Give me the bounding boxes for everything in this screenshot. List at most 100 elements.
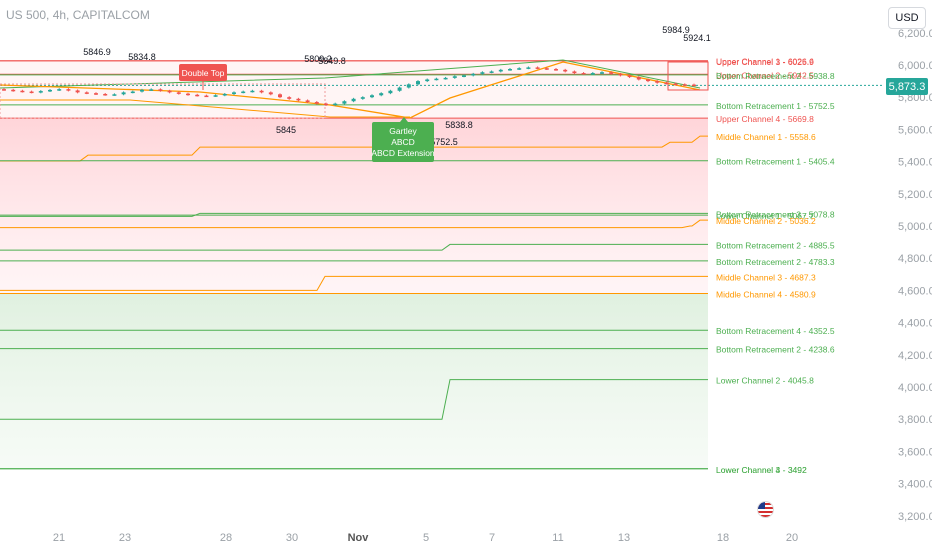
price-tick-9: 4,400.0	[898, 318, 932, 330]
candle-69	[636, 77, 641, 80]
candle-45	[416, 81, 420, 85]
candle-67	[618, 73, 623, 76]
candle-6	[57, 89, 62, 91]
candle-37	[342, 101, 347, 104]
candle-64	[590, 73, 595, 75]
level-label-10: Middle Channel 2 - 5036.2	[716, 216, 816, 226]
candle-28	[259, 90, 264, 93]
swing-label-1: 5834.8	[128, 52, 156, 62]
pattern-line	[0, 61, 701, 119]
time-tick-6: 7	[489, 532, 495, 544]
candle-11	[103, 93, 108, 96]
candle-39	[360, 97, 365, 99]
candle-40	[370, 95, 374, 98]
level-label-9: Lower Channel 1 - 5067.7	[716, 211, 814, 221]
candle-49	[452, 76, 457, 78]
candle-42	[388, 90, 393, 94]
candle-34	[314, 102, 319, 104]
candle-53	[489, 71, 494, 73]
price-tick-14: 3,400.0	[898, 479, 932, 491]
price-tick-5: 5,200.0	[898, 189, 932, 201]
level-label-4: Bottom Retracement 1 - 5752.5	[716, 101, 835, 111]
candle-23	[213, 95, 218, 97]
swing-label-2: 5809.2	[304, 54, 332, 64]
level-label-1: Upper Channel 3 - 6025.9	[716, 57, 814, 67]
candle-48	[443, 77, 448, 80]
candle-46	[425, 79, 430, 82]
candle-24	[222, 93, 227, 96]
support-zone	[0, 293, 708, 469]
double-top-box	[0, 83, 326, 119]
candle-61	[563, 69, 568, 72]
candle-33	[305, 100, 310, 103]
level-label-3: Bottom Retracement 2 - 5938.8	[716, 71, 835, 81]
candle-2	[20, 90, 25, 93]
candle-25	[232, 92, 236, 94]
pattern-line-lower	[0, 99, 410, 118]
gartley-label-2: ABCD Extension	[371, 148, 435, 158]
time-tick-10: 20	[786, 532, 798, 544]
candle-10	[94, 93, 98, 95]
candle-56	[517, 68, 522, 70]
candle-35	[324, 103, 328, 106]
upper-channel-box	[667, 61, 709, 91]
price-tick-13: 3,600.0	[898, 446, 932, 458]
swing-label-6: 5752.5	[430, 137, 458, 147]
candle-72	[664, 82, 669, 85]
price-tick-11: 4,000.0	[898, 382, 932, 394]
candle-74	[682, 84, 687, 86]
candle-26	[241, 91, 246, 94]
swing-label-0: 5846.9	[83, 47, 111, 57]
candle-3	[29, 91, 34, 94]
candle-43	[397, 87, 402, 91]
price-tick-12: 3,800.0	[898, 414, 932, 426]
candle-27	[250, 90, 255, 93]
swing-label-4: 5845	[276, 125, 296, 135]
candle-71	[655, 81, 660, 83]
candle-60	[554, 69, 558, 71]
level-label-14: Middle Channel 4 - 4580.9	[716, 289, 816, 299]
candle-22	[204, 95, 209, 98]
swing-label-5: 5838.8	[445, 120, 473, 130]
candle-73	[673, 83, 678, 86]
level-label-2: Upper Channel 2 - 5942.5	[716, 70, 814, 80]
swing-label-8: 5924.1	[683, 33, 711, 43]
candle-58	[535, 67, 540, 69]
candle-12	[112, 94, 117, 96]
price-tick-8: 4,600.0	[898, 285, 932, 297]
candle-4	[38, 91, 43, 93]
level-label-17: Lower Channel 2 - 4045.8	[716, 376, 814, 386]
candle-8	[75, 90, 80, 93]
gartley-label-0: Gartley	[389, 126, 417, 136]
currency-button[interactable]: USD	[888, 7, 926, 29]
candle-0	[2, 89, 6, 91]
time-tick-8: 13	[618, 532, 630, 544]
candle-70	[646, 79, 650, 82]
price-tick-2: 5,800.0	[898, 92, 932, 104]
time-tick-9: 18	[717, 532, 729, 544]
level-label-15: Bottom Retracement 4 - 4352.5	[716, 326, 835, 336]
price-tick-7: 4,800.0	[898, 253, 932, 265]
gartley-badge	[372, 122, 434, 162]
candle-21	[195, 94, 200, 97]
level-label-6: Middle Channel 1 - 5558.6	[716, 132, 816, 142]
candle-68	[627, 75, 632, 78]
us-flag-icon[interactable]	[757, 501, 774, 518]
candle-13	[121, 92, 126, 95]
candle-31	[287, 97, 292, 99]
candle-59	[544, 68, 549, 70]
time-tick-7: 11	[552, 532, 563, 544]
candle-63	[581, 73, 586, 75]
double-top-label: Double Top	[182, 68, 225, 78]
level-label-11: Bottom Retracement 2 - 4885.5	[716, 240, 835, 250]
price-tick-10: 4,200.0	[898, 350, 932, 362]
candle-18	[167, 90, 172, 93]
candle-5	[48, 89, 52, 92]
candle-32	[296, 98, 301, 101]
price-tick-3: 5,600.0	[898, 124, 932, 136]
time-tick-1: 23	[119, 532, 131, 544]
candle-41	[379, 93, 384, 96]
candle-16	[149, 89, 154, 91]
